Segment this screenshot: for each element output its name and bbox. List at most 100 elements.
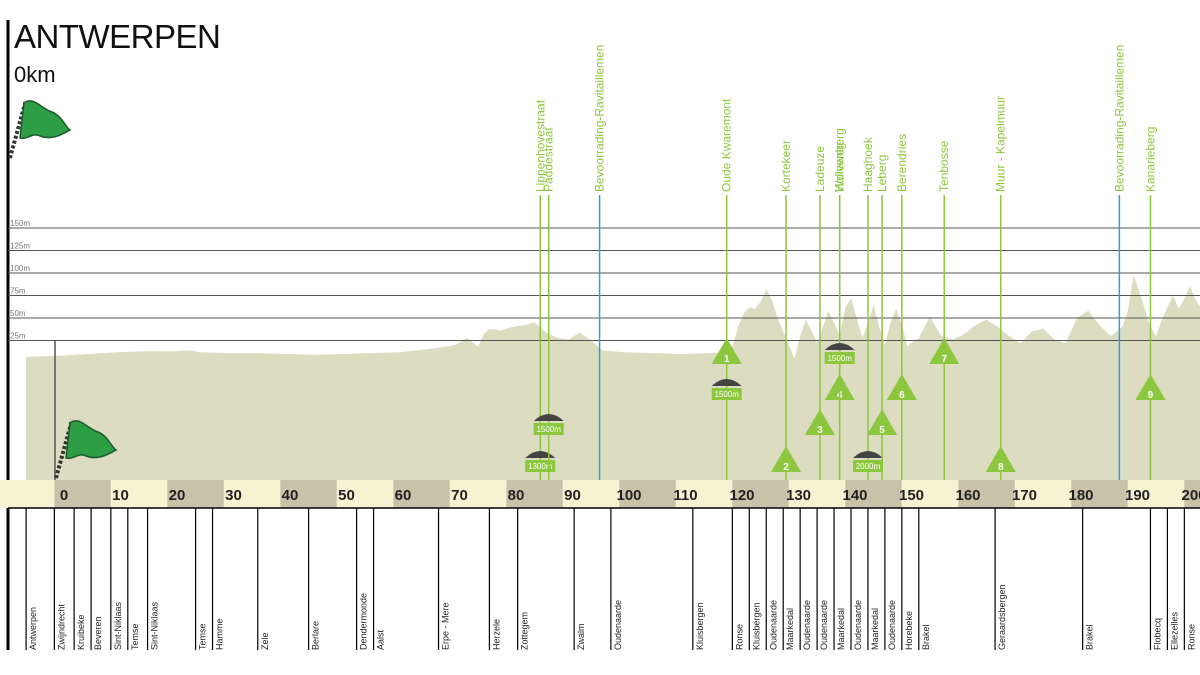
place-label: Zwalm [576, 624, 586, 651]
start-km: 0km [14, 62, 56, 87]
km-tick-label: 100 [616, 487, 641, 504]
climb-name-label: Paddestraat [542, 127, 556, 192]
cobble-length-box [525, 460, 556, 472]
place-label: Ronse [1186, 624, 1196, 650]
km-tick-label: 40 [282, 487, 299, 504]
climb-marker-icon [1135, 374, 1166, 400]
place-label: Maarkedal [785, 608, 795, 650]
km-tick-label: 20 [169, 487, 186, 504]
cobble-length-box [852, 460, 883, 472]
climb-name-label: Wolvenberg [833, 128, 847, 192]
km-band-segment [393, 480, 450, 508]
climb-number-label: 7 [941, 354, 947, 365]
start-flag-icon [54, 419, 118, 479]
km-tick-label: 120 [729, 487, 754, 504]
km-band-segment [336, 480, 394, 508]
flag-cloth [19, 100, 72, 140]
place-label: Geraardsbergen [997, 584, 1007, 650]
climb-marker-icon [804, 409, 835, 435]
cobble-length-label: 1500m [827, 354, 852, 363]
km-tick-label: 200 [1181, 487, 1200, 504]
feed-zone-label: Bevoorrading-Ravitaillemen [1112, 45, 1126, 192]
climb-number-label: 9 [1148, 390, 1154, 401]
km-band-segment [110, 480, 168, 508]
climb-number-label: 1 [724, 354, 730, 365]
km-tick-label: 130 [786, 487, 811, 504]
climb-name-label: Kanarieberg [1143, 127, 1157, 192]
km-tick-label: 180 [1068, 487, 1093, 504]
cobble-length-box [824, 352, 855, 364]
place-label: Ellezelles [1169, 611, 1179, 650]
climb-name-label: Muur - Kapelmuur [994, 96, 1008, 192]
place-label: Dendermonde [359, 593, 369, 650]
place-label: Brakel [921, 624, 931, 650]
place-label: Brakel [1085, 624, 1095, 650]
climb-name-label: Oude Kwaremont [720, 98, 734, 192]
climb-number-label: 6 [899, 390, 905, 401]
elevation-label: 50m [10, 309, 26, 318]
place-label: Flobecq [1152, 618, 1162, 650]
cobble-marker-icon [711, 379, 742, 386]
climb-number-label: 5 [879, 425, 885, 436]
climb-name-label: Holleweg [833, 143, 847, 192]
climb-marker-icon [771, 446, 802, 472]
cobble-marker-icon [824, 343, 855, 350]
place-label: Zottegem [520, 612, 530, 650]
km-band-segment [1184, 480, 1200, 508]
place-label: Ronse [734, 624, 744, 650]
km-band-segment [1071, 480, 1128, 508]
km-tick-label: 50 [338, 487, 355, 504]
elevation-label: 100m [10, 264, 30, 273]
climb-name-label: Kortekeer [779, 140, 793, 192]
cobble-marker-icon [533, 414, 564, 421]
km-band-segment [223, 480, 281, 508]
climb-number-label: 3 [817, 425, 823, 436]
km-tick-label: 110 [673, 487, 697, 504]
place-label: Aalst [376, 629, 386, 650]
km-tick-label: 150 [899, 487, 924, 504]
climb-name-label: Leberg [875, 155, 889, 192]
place-label: Maarkedal [836, 608, 846, 650]
km-tick-label: 70 [451, 487, 468, 504]
km-tick-label: 140 [842, 487, 867, 504]
climb-marker-icon [711, 338, 742, 364]
climb-marker-icon [886, 374, 917, 400]
place-label: Temse [198, 623, 208, 650]
place-label: Kruibeke [76, 614, 86, 650]
cobble-length-label: 2000m [856, 462, 881, 471]
place-label: Herzele [491, 619, 501, 650]
cobble-length-label: 1500m [714, 390, 739, 399]
km-band-segment [449, 480, 507, 508]
flag-cloth [65, 420, 118, 460]
climb-name-label: Berendries [895, 134, 909, 192]
place-label: Oudenaarde [802, 600, 812, 650]
place-label: Antwerpen [28, 607, 38, 650]
climb-number-label: 2 [783, 462, 789, 473]
place-label: Temse [130, 623, 140, 650]
km-band-segment [8, 480, 52, 508]
climb-name-label: Ladeuze [813, 146, 827, 192]
climb-marker-icon [929, 338, 960, 364]
climb-number-label: 8 [998, 462, 1004, 473]
km-tick-label: 10 [112, 487, 129, 504]
place-label: Horebeke [904, 611, 914, 650]
start-title: ANTWERPEN [14, 18, 221, 55]
km-tick-label: 30 [225, 487, 242, 504]
km-band-segment [280, 480, 337, 508]
km-band-segment [1127, 480, 1185, 508]
place-label: Hamme [215, 618, 225, 650]
km-tick-label: 80 [508, 487, 525, 504]
km-tick-label: 90 [564, 487, 581, 504]
cobble-length-box [533, 423, 564, 435]
place-label: Oudenaarde [768, 600, 778, 650]
place-label: Oudenaarde [613, 600, 623, 650]
km-band-segment [1014, 480, 1072, 508]
elevation-label: 75m [10, 287, 26, 296]
start-flag-icon [8, 99, 72, 159]
km-band-segment [845, 480, 902, 508]
place-label: Erpe - Mere [441, 602, 451, 650]
place-label: Beveren [93, 616, 103, 650]
km-band-segment [901, 480, 959, 508]
place-label: Sint-Niklaas [113, 601, 123, 650]
km-band-segment [675, 480, 733, 508]
